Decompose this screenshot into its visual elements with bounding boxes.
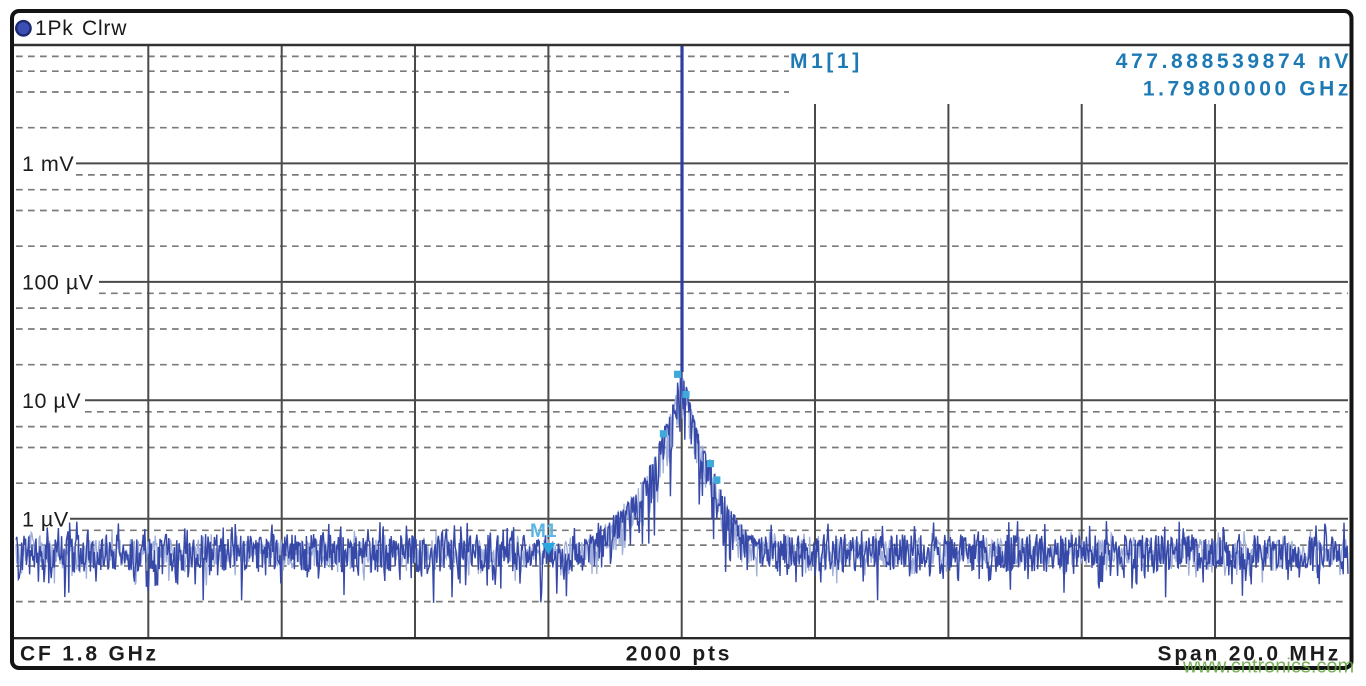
svg-text:1 mV: 1 mV <box>22 152 74 176</box>
svg-text:CF 1.8 GHz: CF 1.8 GHz <box>20 643 159 666</box>
svg-text:1Pk: 1Pk <box>35 17 74 40</box>
svg-text:M1: M1 <box>530 521 557 542</box>
svg-text:477.888539874 nV: 477.888539874 nV <box>1116 50 1352 73</box>
svg-text:www.cntronics.com: www.cntronics.com <box>1182 656 1354 678</box>
svg-text:100 µV: 100 µV <box>22 271 94 295</box>
svg-text:1 µV: 1 µV <box>22 508 69 532</box>
svg-text:10 µV: 10 µV <box>22 389 81 413</box>
svg-text:M1[1]: M1[1] <box>790 50 863 73</box>
svg-text:Clrw: Clrw <box>82 17 127 40</box>
svg-text:1.79800000 GHz: 1.79800000 GHz <box>1143 78 1352 101</box>
svg-text:Span 20.0 MHz: Span 20.0 MHz <box>1158 643 1341 666</box>
svg-text:2000 pts: 2000 pts <box>626 643 732 666</box>
